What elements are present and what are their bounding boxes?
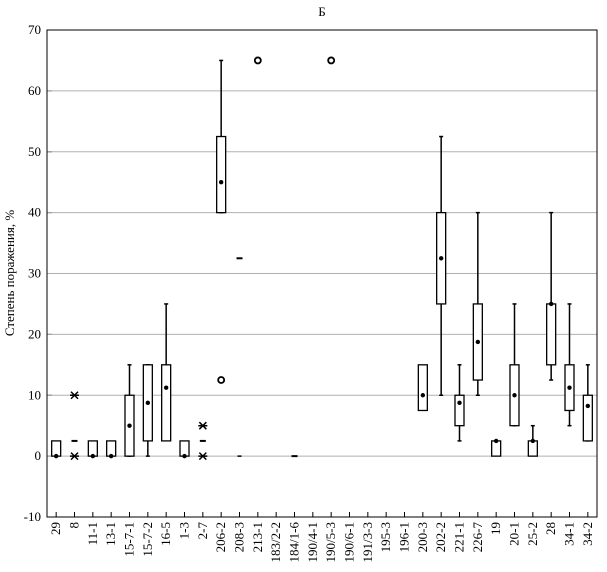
median — [548, 301, 554, 307]
x-tick-label: 202-2 — [433, 522, 448, 552]
x-tick-label: 1-3 — [177, 522, 192, 539]
median — [53, 453, 59, 459]
extreme — [70, 452, 79, 461]
median — [475, 339, 481, 345]
x-tick-label: 190/6-1 — [342, 522, 357, 562]
box — [417, 364, 428, 412]
median — [108, 453, 114, 459]
median — [493, 438, 499, 444]
box — [527, 440, 538, 457]
y-tick-label: -10 — [24, 509, 41, 524]
median — [90, 453, 96, 459]
box — [106, 440, 117, 457]
median — [145, 400, 151, 406]
y-tick-label: 30 — [28, 266, 41, 281]
x-tick-label: 13-1 — [103, 522, 118, 546]
box — [216, 135, 227, 214]
x-tick-label: 206-2 — [213, 522, 228, 552]
x-tick-label: 208-3 — [232, 522, 247, 552]
outlier — [253, 56, 262, 65]
chart-title: Б — [318, 4, 325, 19]
x-tick-label: 8 — [67, 522, 82, 529]
extreme — [198, 452, 208, 461]
median — [585, 403, 591, 409]
box — [51, 440, 62, 457]
median — [182, 453, 187, 459]
x-tick-label: 191/3-3 — [360, 522, 375, 562]
box — [454, 394, 465, 427]
x-tick-label: 190/5-3 — [323, 522, 338, 562]
box — [582, 394, 593, 442]
y-tick-label: 40 — [28, 205, 41, 220]
box — [546, 303, 557, 366]
x-tick-label: 184/1-6 — [287, 522, 302, 563]
x-tick-label: 221-1 — [452, 522, 467, 552]
extreme — [198, 421, 208, 430]
x-tick-label: 20-1 — [507, 522, 522, 546]
y-tick-label: 10 — [28, 387, 41, 402]
x-tick-label: 15-7-2 — [140, 522, 155, 557]
x-tick-label: 195-3 — [378, 522, 393, 552]
y-tick-label: 20 — [28, 326, 41, 341]
x-tick-label: 28 — [543, 522, 558, 535]
x-tick-label: 190/4-1 — [305, 522, 320, 562]
x-tick-label: 34-2 — [580, 522, 595, 546]
outlier — [217, 376, 226, 384]
median — [512, 393, 517, 398]
median — [457, 400, 462, 406]
x-tick-label: 11-1 — [85, 522, 100, 545]
x-tick-label: 34-1 — [562, 522, 577, 546]
median — [163, 385, 169, 390]
x-tick-label: 16-5 — [158, 522, 173, 546]
y-tick-label: 0 — [35, 448, 42, 463]
y-tick-label: 50 — [28, 144, 41, 159]
box — [491, 440, 502, 457]
x-tick-label: 213-1 — [250, 522, 265, 552]
median — [127, 423, 132, 428]
plot-frame — [46, 29, 598, 518]
outlier — [327, 56, 336, 65]
median — [567, 385, 572, 390]
y-tick-label: 60 — [28, 83, 41, 98]
x-tick-label: 15-7-1 — [122, 522, 137, 557]
x-tick-label: 200-3 — [415, 522, 430, 552]
x-tick-label: 29 — [48, 522, 63, 535]
median — [218, 179, 224, 185]
x-tick-label: 183/2-2 — [268, 522, 283, 562]
x-tick-label: 25-2 — [525, 522, 540, 546]
x-tick-label: 196-1 — [397, 522, 412, 552]
median — [438, 256, 444, 261]
extreme — [70, 391, 79, 400]
box — [161, 364, 172, 442]
median — [530, 438, 536, 444]
box — [179, 440, 190, 457]
y-tick-label: 70 — [28, 22, 41, 37]
median — [420, 393, 426, 398]
y-axis-label: Степень поражения, % — [2, 210, 17, 337]
x-tick-label: 19 — [488, 522, 503, 535]
box — [87, 440, 98, 457]
x-tick-label: 226-7 — [470, 522, 485, 553]
x-tick-label: 2-7 — [195, 522, 210, 540]
